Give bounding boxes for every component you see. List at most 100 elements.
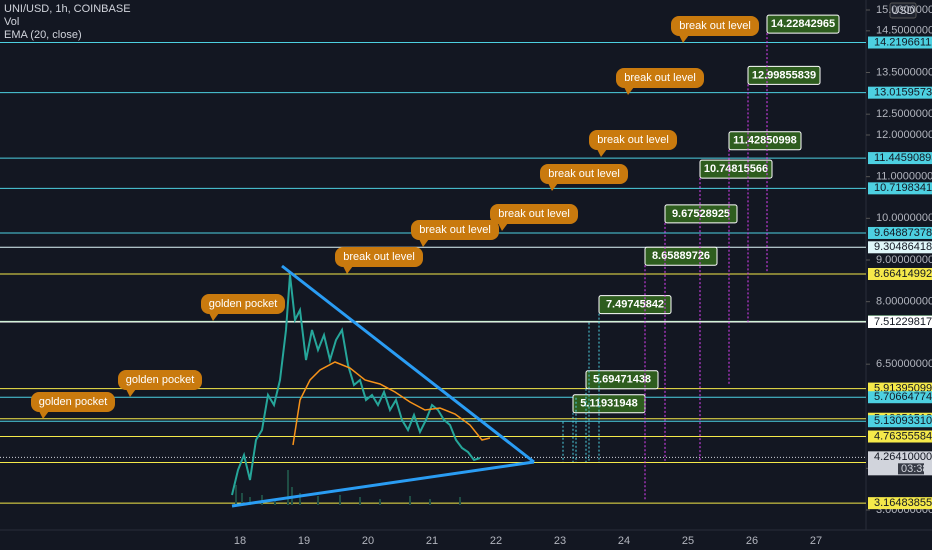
time-label: 21 — [426, 535, 438, 547]
callout-tail — [209, 313, 219, 321]
price-tick-label: 6.50000000 — [876, 358, 932, 370]
price-tick-label: 12.00000000 — [876, 129, 932, 141]
target-box — [747, 65, 821, 85]
callout-tail — [548, 183, 558, 191]
price-tick-label: 9.00000000 — [876, 254, 932, 266]
price-tick-label: 15.00000000 — [876, 4, 932, 16]
level-label-box — [868, 241, 932, 254]
level-label: 11.44590893 — [874, 152, 932, 164]
countdown: 03:38 — [901, 463, 929, 475]
level-label: 9.30486418 — [874, 241, 932, 253]
price — [231, 274, 481, 496]
target-label: 5.69471438 — [593, 374, 651, 386]
targets: 5.11931948 5.69471438 7.49745842 8.65889726… — [562, 14, 840, 500]
price-tick-label: 12.50000000 — [876, 108, 932, 120]
ema — [292, 361, 491, 446]
target-label: 8.65889726 — [652, 250, 710, 262]
callout-text: break out level — [597, 134, 669, 146]
target-box — [572, 394, 646, 414]
callout-bubble — [201, 294, 285, 314]
callout-text: break out level — [624, 72, 696, 84]
time-label: 20 — [362, 535, 374, 547]
level-label: 8.66414992 — [874, 268, 932, 280]
callouts: golden pocket golden pocket golden pocket b… — [31, 16, 759, 419]
level-label-box — [868, 391, 932, 404]
time-label: 27 — [810, 535, 822, 547]
currency-box[interactable] — [889, 2, 917, 19]
callout-text: golden pocket — [126, 374, 195, 386]
level-label: 13.01595734 — [874, 87, 932, 99]
level-label: 9.64887378 — [874, 227, 932, 239]
time-label: 24 — [618, 535, 630, 547]
time-label: 19 — [298, 535, 310, 547]
callout-text: break out level — [343, 251, 415, 263]
time-label: 26 — [746, 535, 758, 547]
currency[interactable]: USD — [891, 5, 914, 17]
level-label-box — [868, 315, 932, 328]
callout-bubble — [490, 204, 578, 224]
callout-bubble — [118, 370, 202, 390]
callout-bubble — [335, 247, 423, 267]
price-tick-label: 14.50000000 — [876, 25, 932, 37]
target-label: 12.99855839 — [752, 69, 816, 81]
volume-legend: Vol — [4, 16, 19, 28]
callout-tail — [39, 411, 49, 419]
trendline-lower — [231, 460, 535, 508]
target-label: 11.42850998 — [733, 135, 797, 147]
target-label: 7.49745842 — [606, 299, 664, 311]
indicator-legend: EMA (20, close) — [4, 29, 82, 41]
level-label: 4.76355584 — [874, 430, 932, 442]
target-box — [585, 370, 659, 390]
callout-tail — [419, 239, 429, 247]
callout-tail — [126, 389, 136, 397]
target-box — [598, 295, 672, 315]
target-box — [664, 204, 738, 224]
callout-text: golden pocket — [39, 396, 108, 408]
time-label: 18 — [234, 535, 246, 547]
last-price-label: 4.26410000 — [874, 451, 932, 463]
price-tick-label: 8.00000000 — [876, 296, 932, 308]
target-box — [699, 159, 773, 179]
level-label: 14.21966112 — [874, 36, 932, 48]
callout-tail — [679, 35, 689, 43]
level-label-box — [868, 182, 932, 195]
level-label: 10.71983412 — [874, 182, 932, 194]
level-label: 7.51229817 — [874, 316, 932, 328]
level-label-box — [868, 86, 932, 99]
target-box — [766, 14, 840, 34]
callout-bubble — [616, 68, 704, 88]
callout-text: break out level — [679, 20, 751, 32]
level-label-box — [868, 152, 932, 165]
time-label: 22 — [490, 535, 502, 547]
level-label-box — [868, 497, 932, 510]
callout-tail — [624, 87, 634, 95]
callout-tail — [343, 266, 353, 274]
level-label-box — [868, 36, 932, 49]
callout-bubble — [31, 392, 115, 412]
callout-tail — [498, 223, 508, 231]
target-box — [728, 131, 802, 151]
callout-bubble — [671, 16, 759, 36]
target-box — [644, 246, 718, 266]
time-axis: 18 19 20 21 22 23 24 25 26 27 — [234, 535, 822, 547]
callout-text: break out level — [548, 168, 620, 180]
callout-bubble — [589, 130, 677, 150]
target-label: 10.74815566 — [704, 163, 768, 175]
level-label: 3.16483855 — [874, 497, 932, 509]
price-axis: 15.00000000 14.50000000 13.50000000 12.5000… — [866, 4, 932, 516]
target-label: 9.67528925 — [672, 208, 730, 220]
callout-text: break out level — [498, 208, 570, 220]
level-label-box — [868, 430, 932, 443]
trendline-upper — [281, 264, 535, 464]
target-label: 5.11931948 — [580, 398, 638, 410]
target-label: 14.22842965 — [771, 18, 835, 30]
countdown-box — [898, 463, 924, 475]
time-label: 23 — [554, 535, 566, 547]
callout-bubble — [540, 164, 628, 184]
level-label-box — [868, 226, 932, 239]
level-label: 5.13093310 — [874, 415, 932, 427]
level-label-box — [868, 267, 932, 280]
levels — [0, 42, 866, 504]
